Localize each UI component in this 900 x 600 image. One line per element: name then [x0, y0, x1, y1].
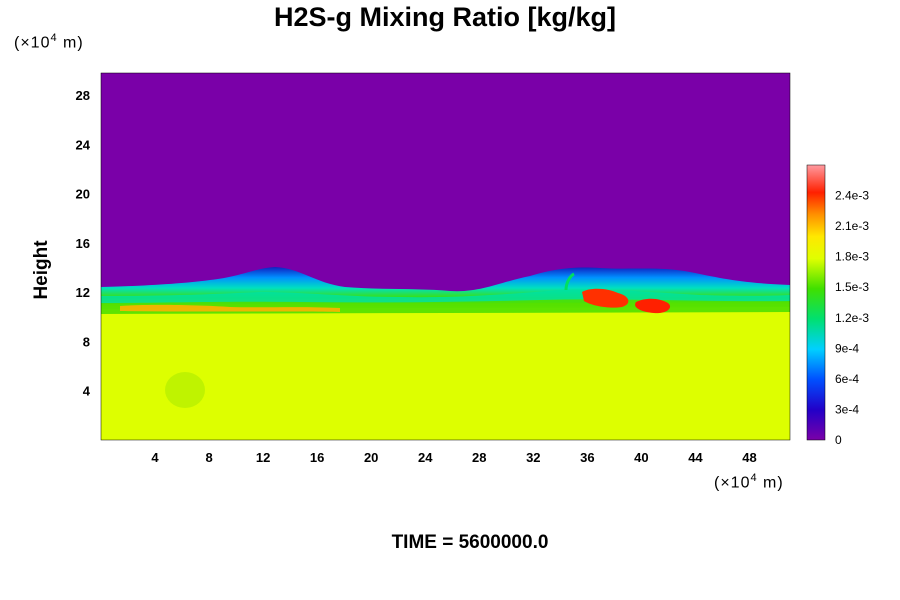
x-tick-label: 28	[472, 450, 486, 465]
x-tick-label: 4	[151, 450, 159, 465]
x-tick-label: 36	[580, 450, 594, 465]
y-tick-label: 16	[76, 236, 90, 251]
colorbar-tick-label: 2.4e-3	[835, 189, 869, 203]
colorbar-tick-label: 1.5e-3	[835, 280, 869, 294]
x-tick-label: 8	[205, 450, 212, 465]
hotspot-b	[635, 298, 671, 314]
time-label: TIME = 5600000.0	[391, 532, 549, 553]
colorbar-tick-label: 3e-4	[835, 402, 859, 416]
colorbar-tick-label: 2.1e-3	[835, 219, 869, 233]
y-tick-label: 8	[83, 334, 90, 349]
x-tick-label: 16	[310, 450, 324, 465]
heatmap-field	[101, 73, 790, 440]
colorbar-tick-label: 0	[835, 433, 842, 447]
colorbar-tick-label: 1.2e-3	[835, 311, 869, 325]
plot-frame	[100, 72, 791, 441]
y-unit-label: (×104 m)	[14, 32, 84, 52]
x-tick-label: 20	[364, 450, 378, 465]
colorbar	[806, 164, 826, 441]
hotspot-plume	[564, 272, 575, 291]
colorbar-tick-label: 6e-4	[835, 372, 859, 386]
y-tick-label: 24	[76, 137, 91, 152]
x-tick-label: 40	[634, 450, 648, 465]
x-tick-label: 44	[688, 450, 703, 465]
x-tick-label: 32	[526, 450, 540, 465]
x-tick-label: 24	[418, 450, 433, 465]
x-tick-label: 12	[256, 450, 270, 465]
pale-patch	[165, 372, 205, 408]
x-tick-labels: 4 8 12 16 20 24 28 32 36 40 44 48	[151, 450, 756, 465]
x-tick-label: 48	[742, 450, 756, 465]
y-tick-labels: 4 8 12 16 20 24 28	[76, 88, 91, 399]
hotspot-a	[582, 288, 629, 308]
y-axis-label: Height	[31, 240, 52, 300]
y-tick-label: 20	[76, 187, 90, 202]
colorbar-tick-label: 9e-4	[835, 341, 859, 355]
chart-title: H2S-g Mixing Ratio [kg/kg]	[273, 2, 616, 32]
y-tick-label: 4	[83, 384, 91, 399]
lower-region	[101, 300, 790, 440]
orange-streaks	[120, 304, 340, 312]
x-unit-label: (×104 m)	[714, 472, 784, 492]
y-tick-label: 28	[76, 88, 90, 103]
y-tick-label: 12	[76, 285, 90, 300]
colorbar-tick-labels: 0 3e-4 6e-4 9e-4 1.2e-3 1.5e-3 1.8e-3 2.1e-3 2.4…	[835, 189, 869, 447]
colorbar-tick-label: 1.8e-3	[835, 250, 869, 264]
